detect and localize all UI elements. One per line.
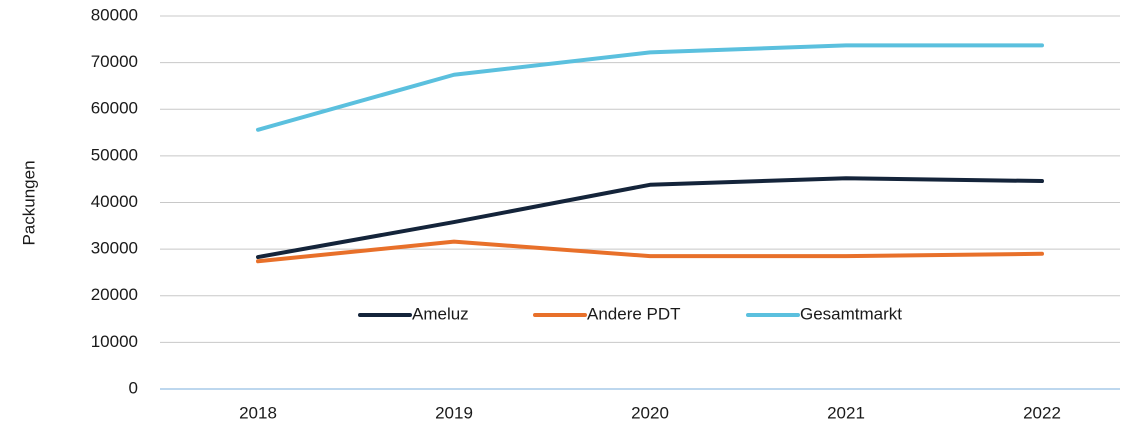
x-tick-label: 2020 bbox=[631, 403, 669, 422]
x-tick-label: 2021 bbox=[827, 403, 865, 422]
y-tick-label: 10000 bbox=[91, 332, 138, 351]
y-tick-label: 60000 bbox=[91, 99, 138, 118]
x-tick-label: 2018 bbox=[239, 403, 277, 422]
legend-label: Gesamtmarkt bbox=[800, 304, 902, 323]
x-tick-label: 2022 bbox=[1023, 403, 1061, 422]
y-tick-label: 30000 bbox=[91, 239, 138, 258]
y-tick-label: 80000 bbox=[91, 5, 138, 24]
y-tick-label: 70000 bbox=[91, 52, 138, 71]
y-tick-label: 0 bbox=[129, 378, 138, 397]
y-axis-label: Packungen bbox=[19, 160, 38, 245]
y-tick-label: 40000 bbox=[91, 192, 138, 211]
y-tick-label: 20000 bbox=[91, 285, 138, 304]
legend-label: Andere PDT bbox=[587, 304, 681, 323]
line-series bbox=[256, 239, 1044, 264]
y-tick-label: 50000 bbox=[91, 145, 138, 164]
legend-label: Ameluz bbox=[412, 304, 469, 323]
line-series bbox=[256, 176, 1044, 260]
x-tick-label: 2019 bbox=[435, 403, 473, 422]
line-series bbox=[256, 43, 1044, 132]
